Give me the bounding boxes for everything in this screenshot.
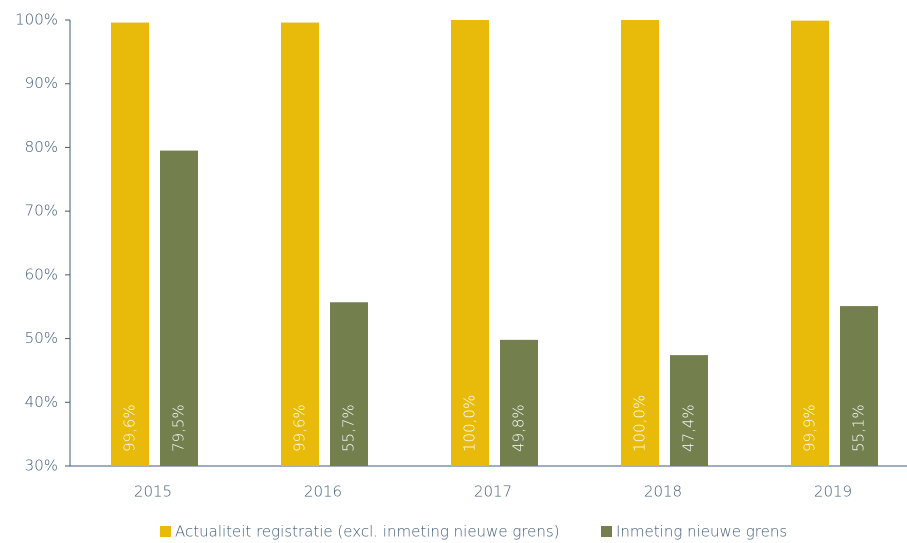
value-label: 79,5% xyxy=(170,404,188,452)
y-tick-label: 60% xyxy=(25,265,58,283)
bar xyxy=(111,22,149,466)
y-tick-label: 70% xyxy=(25,202,58,220)
legend-label: Inmeting nieuwe grens xyxy=(616,523,787,541)
value-label: 100,0% xyxy=(461,395,479,452)
bar xyxy=(500,339,538,466)
x-tick-label: 2017 xyxy=(474,483,512,501)
value-label: 99,6% xyxy=(291,404,309,452)
value-label: 100,0% xyxy=(631,395,649,452)
bar xyxy=(281,22,319,466)
y-tick-label: 90% xyxy=(25,74,58,92)
bar xyxy=(791,20,829,466)
bar xyxy=(670,355,708,466)
bar xyxy=(160,150,198,466)
value-label: 49,8% xyxy=(510,404,528,452)
value-label: 55,1% xyxy=(850,404,868,452)
x-tick-label: 2019 xyxy=(814,483,852,501)
y-tick-label: 50% xyxy=(25,329,58,347)
y-tick-label: 80% xyxy=(25,138,58,156)
legend-swatch xyxy=(601,526,612,537)
bar xyxy=(330,302,368,466)
y-tick-label: 30% xyxy=(25,457,58,475)
value-label: 47,4% xyxy=(680,404,698,452)
legend-label: Actualiteit registratie (excl. inmeting … xyxy=(175,523,560,541)
value-label: 99,6% xyxy=(121,404,139,452)
legend-swatch xyxy=(160,526,171,537)
value-label: 55,7% xyxy=(340,404,358,452)
bar xyxy=(621,20,659,466)
x-tick-label: 2018 xyxy=(644,483,682,501)
y-tick-label: 100% xyxy=(15,11,58,29)
x-tick-label: 2015 xyxy=(134,483,172,501)
bar xyxy=(451,20,489,466)
bar xyxy=(840,306,878,466)
x-tick-label: 2016 xyxy=(304,483,342,501)
y-tick-label: 40% xyxy=(25,393,58,411)
value-label: 99,9% xyxy=(801,404,819,452)
